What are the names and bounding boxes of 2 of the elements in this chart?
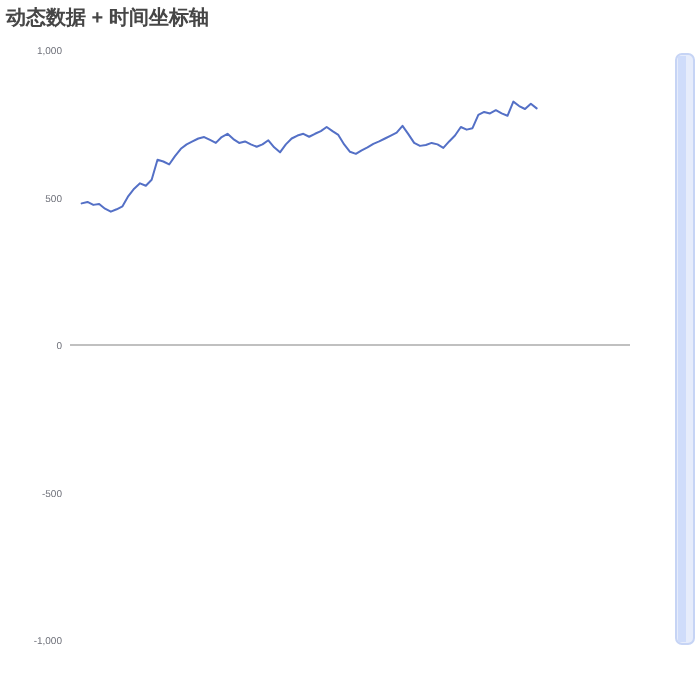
line-series [80, 100, 538, 213]
chart-title: 动态数据 + 时间坐标轴 [4, 6, 209, 30]
